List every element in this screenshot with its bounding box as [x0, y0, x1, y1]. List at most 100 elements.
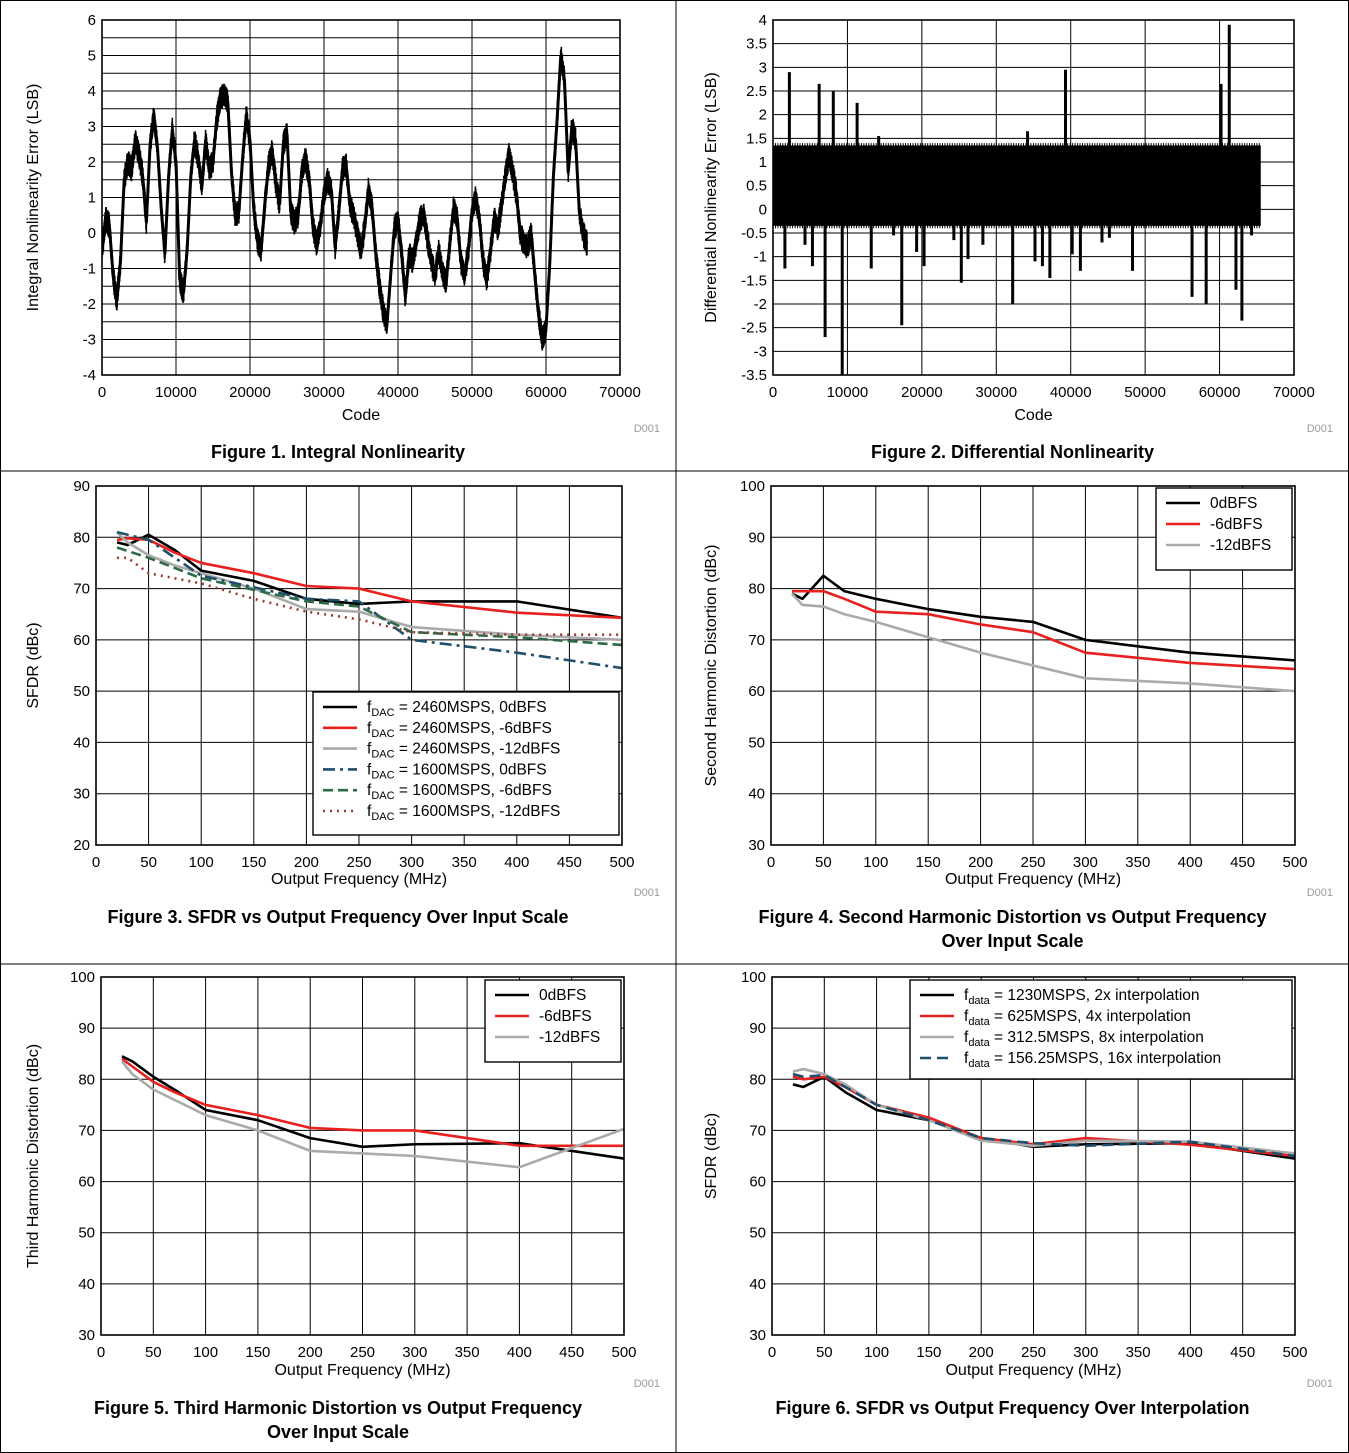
legend-label-rest: = 625MSPS, 4x interpolation: [990, 1008, 1191, 1025]
x-tick-label: 400: [1178, 854, 1203, 871]
figure-caption: Figure 1. Integral Nonlinearity: [0, 440, 676, 464]
x-tick-label: 350: [455, 1344, 480, 1361]
legend-label-subscript: DAC: [371, 790, 394, 802]
x-tick-label: 0: [98, 384, 106, 401]
x-tick-label: 200: [968, 854, 993, 871]
y-tick-label: 50: [749, 1225, 766, 1242]
legend-label-subscript: DAC: [371, 707, 394, 719]
figure-caption-line: Over Input Scale: [941, 931, 1084, 951]
x-tick-label: 150: [916, 854, 941, 871]
x-axis-label: Code: [1014, 407, 1052, 424]
legend-label: fDAC = 2460MSPS, -6dBFS: [367, 720, 552, 740]
x-tick-label: 0: [767, 854, 775, 871]
y-tick-label: 20: [73, 837, 90, 854]
y-tick-label: 100: [741, 969, 766, 986]
y-tick-label: 70: [749, 1122, 766, 1139]
y-axis-label: Second Harmonic Distortion (dBc): [703, 545, 720, 787]
y-tick-label: 60: [749, 1174, 766, 1191]
x-axis-label: Code: [342, 407, 380, 424]
x-tick-label: 300: [1073, 854, 1098, 871]
x-tick-label: 0: [97, 1344, 105, 1361]
y-tick-label: 90: [78, 1020, 95, 1037]
series-line-2: [121, 1057, 624, 1148]
series-line-2: [791, 589, 1295, 671]
figure-tag: D001: [1307, 1378, 1333, 1390]
y-tick-label: 3: [88, 119, 96, 136]
figure-tag: D001: [1307, 887, 1333, 899]
y-axis-label: Differential Nonlinearity Error (LSB): [703, 72, 720, 322]
legend: 0dBFS -6dBFS -12dBFS: [1155, 487, 1293, 571]
y-axis-label: Integral Nonlinearity Error (LSB): [25, 84, 42, 312]
x-tick-label: 10000: [827, 384, 869, 401]
figure-caption: Figure 5. Third Harmonic Distortion vs O…: [0, 1396, 676, 1444]
y-tick-label: 40: [78, 1276, 95, 1293]
figure-tag: D001: [634, 887, 660, 899]
x-tick-label: 200: [969, 1344, 994, 1361]
y-tick-label: 80: [78, 1071, 95, 1088]
y-tick-label: 3.5: [746, 36, 767, 53]
x-tick-label: 100: [193, 1344, 218, 1361]
y-tick-label: 50: [73, 683, 90, 700]
legend-label: 0dBFS: [1210, 495, 1257, 512]
legend-label-subscript: data: [968, 1037, 990, 1049]
grid-lines: [101, 19, 621, 376]
x-tick-label: 250: [346, 854, 371, 871]
legend-label-rest: = 312.5MSPS, 8x interpolation: [990, 1029, 1204, 1046]
y-tick-label: 60: [73, 632, 90, 649]
x-tick-label: 0: [768, 1344, 776, 1361]
x-axis-label: Output Frequency (MHz): [945, 871, 1121, 888]
figure-caption-line: Figure 3. SFDR vs Output Frequency Over …: [107, 907, 569, 927]
x-tick-label: 0: [92, 854, 100, 871]
figure-caption-line: Over Input Scale: [266, 1422, 410, 1442]
chart-svg: 0 50 100 150 200 250 300 350 400 450 500 30 40 50 60 70…: [703, 478, 1333, 899]
legend-label-rest: = 2460MSPS, -6dBFS: [395, 720, 552, 737]
chart-svg: 0 10000 20000 30000 40000 50000 60000 70000 -3.5…: [703, 12, 1333, 435]
legend-label-rest: = 1600MSPS, -12dBFS: [395, 803, 561, 820]
x-tick-label: 50: [145, 1344, 162, 1361]
data-layer: [102, 46, 589, 351]
x-tick-label: 200: [298, 1344, 323, 1361]
y-tick-label: 60: [748, 683, 765, 700]
x-tick-label: 450: [1230, 1344, 1255, 1361]
y-tick-label: 90: [749, 1020, 766, 1037]
x-tick-label: 50: [140, 854, 157, 871]
y-tick-label: 100: [70, 969, 95, 986]
figure-panel-4: 0 50 100 150 200 250 300 350 400 450 500 30 40 50 60 70…: [676, 471, 1349, 964]
y-tick-label: 0: [759, 201, 767, 218]
legend-label-subscript: data: [968, 1058, 990, 1070]
y-tick-label: 30: [748, 837, 765, 854]
y-tick-label: 80: [73, 529, 90, 546]
y-tick-label: 1: [759, 154, 767, 171]
legend-label-subscript: DAC: [371, 769, 394, 781]
y-tick-label: 30: [749, 1327, 766, 1344]
figure-tag: D001: [634, 423, 660, 435]
data-layer: [773, 24, 1261, 375]
y-tick-label: 40: [748, 786, 765, 803]
legend-label-subscript: DAC: [371, 728, 394, 740]
x-tick-label: 350: [1126, 1344, 1151, 1361]
x-tick-label: 450: [559, 1344, 584, 1361]
legend-label: -6dBFS: [539, 1008, 592, 1025]
x-tick-label: 250: [1021, 1344, 1046, 1361]
x-tick-label: 50000: [451, 384, 493, 401]
y-tick-label: 70: [78, 1122, 95, 1139]
legend-label-prefix: -6dBFS: [539, 1008, 592, 1025]
y-tick-label: 30: [73, 786, 90, 803]
legend: 0dBFS -6dBFS -12dBFS: [484, 979, 622, 1063]
x-tick-label: 500: [1282, 854, 1307, 871]
x-tick-label: 60000: [1199, 384, 1241, 401]
x-tick-label: 450: [1230, 854, 1255, 871]
legend-label-prefix: 0dBFS: [1210, 495, 1257, 512]
y-tick-label: -1.5: [741, 272, 767, 289]
legend-label-subscript: data: [968, 1016, 990, 1028]
x-axis-label: Output Frequency (MHz): [945, 1362, 1121, 1379]
x-tick-label: 400: [1178, 1344, 1203, 1361]
data-layer: [792, 1067, 1295, 1160]
y-axis-label: Third Harmonic Distortion (dBc): [25, 1044, 42, 1268]
x-tick-label: 0: [769, 384, 777, 401]
legend-label-subscript: DAC: [371, 749, 394, 761]
x-tick-label: 350: [1125, 854, 1150, 871]
y-tick-label: 2: [759, 107, 767, 124]
